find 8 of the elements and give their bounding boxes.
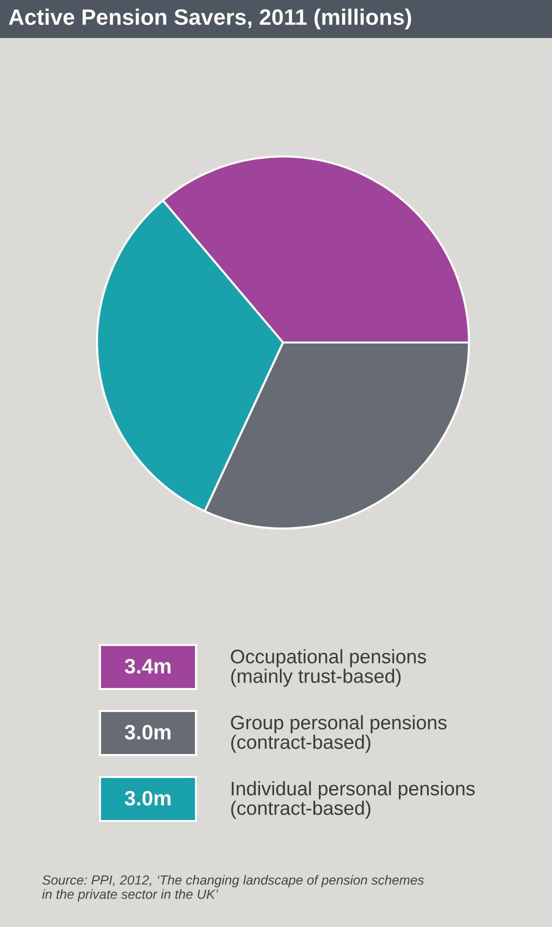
legend-label: Group personal pensions (contract-based)	[230, 715, 447, 753]
data-label: 3.4m	[124, 658, 170, 674]
source-note: Source: PPI, 2012, ‘The changing landscape of pension schemes in the private sector in the UK’	[42, 875, 424, 902]
data-label: 3.0m	[124, 790, 170, 806]
chart-title: Active Pension Savers, 2011 (millions)	[8, 8, 412, 30]
legend-label: Individual personal pensions (contract-based)	[231, 781, 475, 819]
legend-label: Occupational pensions (mainly trust-based)	[230, 649, 426, 687]
data-label: 3.0m	[124, 724, 170, 740]
